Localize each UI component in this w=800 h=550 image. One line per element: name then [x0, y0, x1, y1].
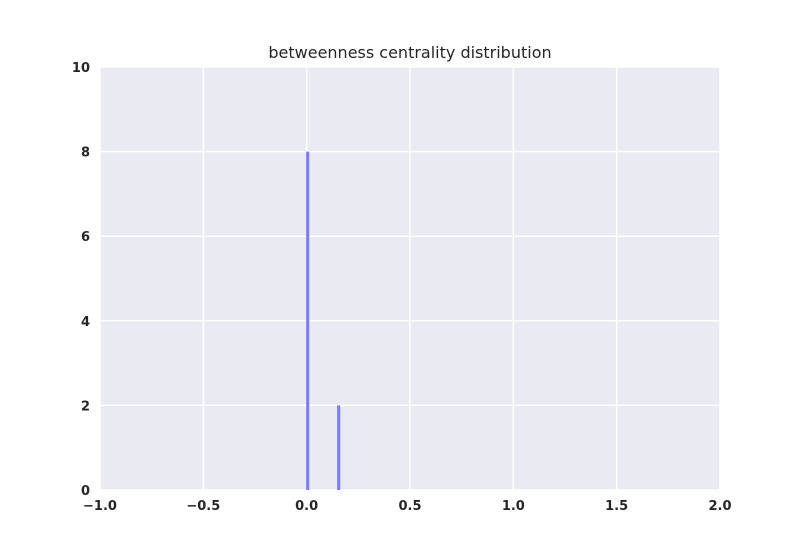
x-tick-label: −0.5 — [186, 499, 220, 514]
y-tick-label: 4 — [81, 315, 90, 330]
bar-0 — [306, 151, 310, 490]
x-tick-label: 0.0 — [295, 499, 318, 514]
y-axis-ticks: 0 2 4 6 8 10 — [72, 61, 90, 499]
x-axis-ticks: −1.0 −0.5 0.0 0.5 1.0 1.5 2.0 — [83, 499, 731, 514]
y-tick-label: 8 — [81, 146, 90, 161]
chart-title: betweenness centrality distribution — [268, 43, 551, 62]
x-tick-label: −1.0 — [83, 499, 117, 514]
y-tick-label: 0 — [81, 484, 90, 499]
x-tick-label: 1.5 — [605, 499, 628, 514]
bars — [306, 151, 341, 490]
bar-1 — [337, 405, 341, 490]
x-tick-label: 2.0 — [708, 499, 731, 514]
y-tick-label: 2 — [81, 399, 90, 414]
y-tick-label: 6 — [81, 230, 90, 245]
x-tick-label: 0.5 — [398, 499, 421, 514]
x-tick-label: 1.0 — [502, 499, 525, 514]
y-tick-label: 10 — [72, 61, 90, 76]
